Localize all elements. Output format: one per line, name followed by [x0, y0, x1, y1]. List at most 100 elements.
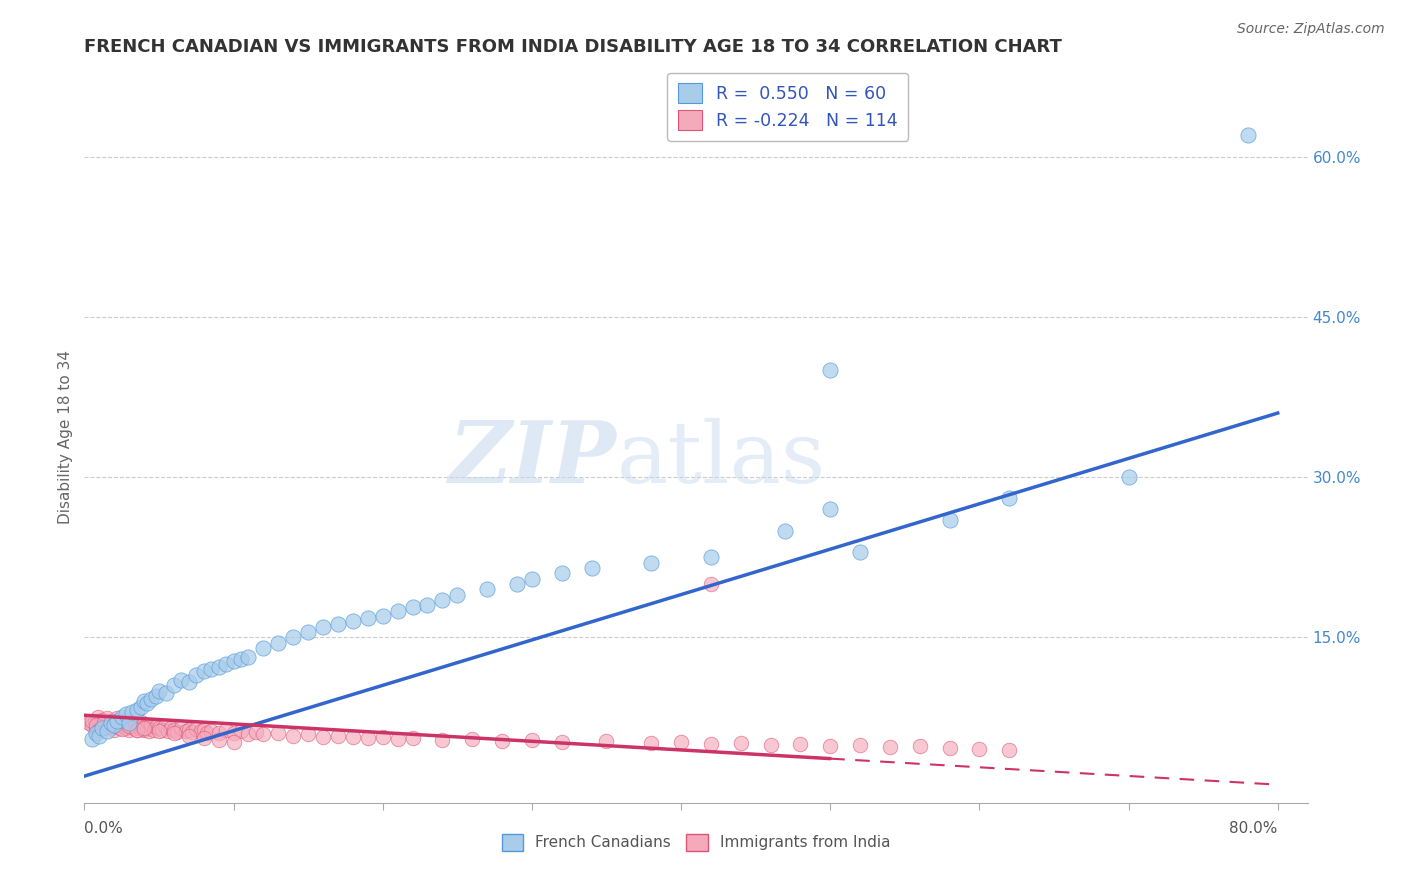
Point [132, 723, 155, 738]
Legend: French Canadians, Immigrants from India: French Canadians, Immigrants from India [495, 828, 897, 857]
Point [177, 675, 200, 690]
Point [129, 714, 152, 729]
Point [136, 697, 159, 711]
Point [245, 725, 267, 739]
Point [640, 736, 662, 750]
Point [121, 705, 143, 719]
Point [387, 731, 409, 746]
Point [117, 718, 139, 732]
Point [506, 577, 529, 591]
Point [491, 734, 513, 748]
Point [163, 723, 186, 738]
Point [118, 715, 141, 730]
Point [77, 715, 100, 730]
Point [193, 665, 215, 679]
Point [114, 715, 136, 730]
Point [148, 683, 170, 698]
Point [129, 699, 152, 714]
Point [581, 561, 603, 575]
Point [136, 721, 159, 735]
Point [80, 731, 103, 746]
Point [551, 566, 574, 581]
Point [938, 741, 960, 756]
Point [166, 725, 188, 739]
Point [148, 721, 170, 735]
Point [520, 572, 543, 586]
Point [640, 556, 662, 570]
Point [80, 714, 103, 728]
Point [143, 723, 166, 738]
Point [908, 739, 931, 754]
Point [107, 718, 129, 732]
Point [132, 694, 155, 708]
Point [84, 718, 107, 732]
Point [222, 654, 245, 668]
Point [89, 723, 111, 738]
Point [432, 732, 454, 747]
Point [100, 714, 122, 728]
Point [190, 724, 212, 739]
Point [1237, 128, 1260, 143]
Point [595, 734, 617, 748]
Point [105, 711, 128, 725]
Point [83, 714, 105, 728]
Point [132, 716, 155, 731]
Point [118, 719, 141, 733]
Point [969, 742, 991, 756]
Point [170, 673, 193, 687]
Point [118, 723, 141, 738]
Point [432, 593, 454, 607]
Point [148, 724, 170, 739]
Point [111, 710, 134, 724]
Point [138, 724, 160, 739]
Point [200, 662, 222, 676]
Point [818, 502, 841, 516]
Text: ZIP: ZIP [449, 417, 616, 500]
Point [105, 714, 128, 728]
Point [163, 726, 186, 740]
Point [125, 723, 148, 738]
Point [163, 678, 186, 692]
Point [342, 614, 364, 628]
Point [520, 732, 543, 747]
Point [155, 686, 177, 700]
Point [446, 588, 468, 602]
Point [775, 524, 797, 538]
Point [108, 721, 131, 735]
Point [700, 737, 723, 751]
Point [207, 660, 229, 674]
Text: Source: ZipAtlas.com: Source: ZipAtlas.com [1237, 22, 1385, 37]
Point [96, 716, 118, 731]
Point [669, 735, 692, 749]
Point [177, 729, 200, 743]
Point [222, 735, 245, 749]
Point [416, 599, 439, 613]
Point [115, 707, 138, 722]
Point [118, 714, 141, 728]
Point [849, 738, 872, 752]
Point [551, 735, 574, 749]
Point [700, 550, 723, 565]
Point [94, 714, 117, 729]
Point [89, 715, 111, 730]
Point [98, 719, 121, 733]
Point [238, 727, 260, 741]
Point [84, 721, 107, 735]
Point [283, 729, 305, 743]
Point [357, 731, 380, 745]
Point [193, 731, 215, 745]
Point [132, 721, 155, 735]
Point [121, 719, 143, 733]
Point [104, 716, 127, 731]
Point [122, 721, 145, 735]
Point [849, 545, 872, 559]
Point [170, 721, 193, 735]
Point [153, 719, 176, 733]
Point [229, 724, 252, 739]
Point [124, 715, 146, 730]
Point [252, 640, 274, 655]
Point [252, 727, 274, 741]
Point [84, 726, 107, 740]
Point [103, 714, 125, 729]
Point [91, 713, 114, 727]
